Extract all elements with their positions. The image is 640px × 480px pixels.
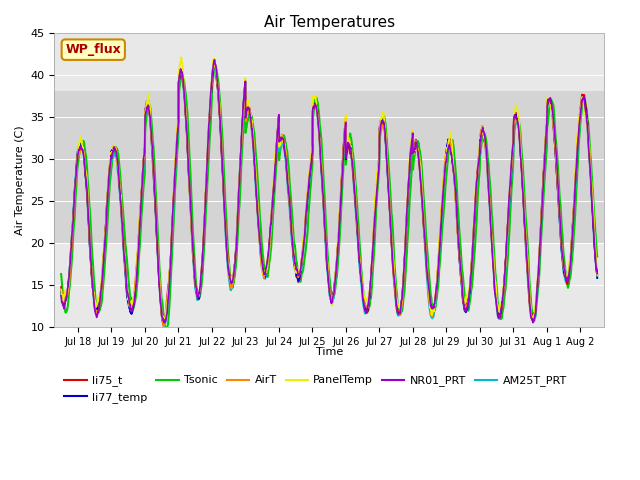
li75_t xyxy=(480,134,488,140)
PanelTemp xyxy=(177,54,185,60)
Line: PanelTemp: PanelTemp xyxy=(61,57,597,321)
AirT xyxy=(57,287,65,293)
AirT xyxy=(578,102,586,108)
PanelTemp xyxy=(84,202,92,208)
AM25T_PRT xyxy=(84,216,92,222)
NR01_PRT xyxy=(480,129,488,135)
Line: AM25T_PRT: AM25T_PRT xyxy=(61,65,597,326)
PanelTemp xyxy=(578,96,586,101)
NR01_PRT xyxy=(304,190,312,195)
Line: Tsonic: Tsonic xyxy=(61,64,597,329)
NR01_PRT xyxy=(319,180,326,186)
PanelTemp xyxy=(593,273,601,278)
AM25T_PRT xyxy=(304,192,312,198)
NR01_PRT xyxy=(579,96,586,102)
li77_temp xyxy=(579,96,586,102)
li77_temp xyxy=(319,181,326,187)
Tsonic xyxy=(84,187,92,192)
li77_temp xyxy=(304,189,312,195)
Bar xyxy=(54,92,604,243)
NR01_PRT xyxy=(578,98,586,104)
AM25T_PRT xyxy=(579,97,586,103)
NR01_PRT xyxy=(161,320,168,326)
Tsonic xyxy=(162,326,170,332)
PanelTemp xyxy=(57,287,65,292)
AirT xyxy=(84,216,92,222)
PanelTemp xyxy=(480,134,488,140)
AirT xyxy=(304,185,312,191)
Tsonic xyxy=(211,61,219,67)
li75_t xyxy=(210,62,218,68)
PanelTemp xyxy=(304,182,312,188)
li75_t xyxy=(579,92,586,97)
NR01_PRT xyxy=(57,293,65,299)
AirT xyxy=(319,182,326,188)
AM25T_PRT xyxy=(210,62,218,68)
PanelTemp xyxy=(579,94,586,100)
AirT xyxy=(160,323,168,329)
Line: li75_t: li75_t xyxy=(61,65,597,325)
AM25T_PRT xyxy=(57,288,65,293)
li75_t xyxy=(593,272,601,278)
Tsonic xyxy=(304,217,312,223)
Line: NR01_PRT: NR01_PRT xyxy=(61,60,597,323)
li75_t xyxy=(578,94,586,100)
Legend: li75_t, li77_temp, Tsonic, AirT, PanelTemp, NR01_PRT, AM25T_PRT: li75_t, li77_temp, Tsonic, AirT, PanelTe… xyxy=(60,371,572,407)
Tsonic xyxy=(480,130,488,135)
AM25T_PRT xyxy=(161,323,168,329)
AirT xyxy=(579,101,586,107)
Y-axis label: Air Temperature (C): Air Temperature (C) xyxy=(15,125,25,235)
li77_temp xyxy=(57,288,65,294)
X-axis label: Time: Time xyxy=(316,347,343,357)
AM25T_PRT xyxy=(480,134,488,140)
NR01_PRT xyxy=(84,214,92,220)
li77_temp xyxy=(84,216,92,222)
li77_temp xyxy=(578,97,586,103)
li75_t xyxy=(304,188,312,194)
AM25T_PRT xyxy=(578,99,586,105)
li75_t xyxy=(57,284,65,290)
li77_temp xyxy=(160,321,168,327)
li75_t xyxy=(84,217,92,223)
PanelTemp xyxy=(160,318,168,324)
li77_temp xyxy=(593,275,601,281)
li77_temp xyxy=(211,62,218,68)
li77_temp xyxy=(480,131,488,137)
Title: Air Temperatures: Air Temperatures xyxy=(264,15,395,30)
Tsonic xyxy=(319,155,326,160)
AirT xyxy=(210,61,218,67)
li75_t xyxy=(319,177,326,182)
Text: WP_flux: WP_flux xyxy=(65,43,121,56)
PanelTemp xyxy=(319,176,326,182)
AirT xyxy=(593,271,601,277)
Tsonic xyxy=(593,253,601,259)
Tsonic xyxy=(57,271,65,277)
NR01_PRT xyxy=(211,57,218,62)
AirT xyxy=(480,132,488,137)
Tsonic xyxy=(578,106,586,112)
li75_t xyxy=(159,322,167,328)
AM25T_PRT xyxy=(593,275,601,281)
Line: li77_temp: li77_temp xyxy=(61,65,597,324)
Tsonic xyxy=(579,103,586,109)
NR01_PRT xyxy=(593,271,601,276)
AM25T_PRT xyxy=(319,182,326,188)
Line: AirT: AirT xyxy=(61,64,597,326)
